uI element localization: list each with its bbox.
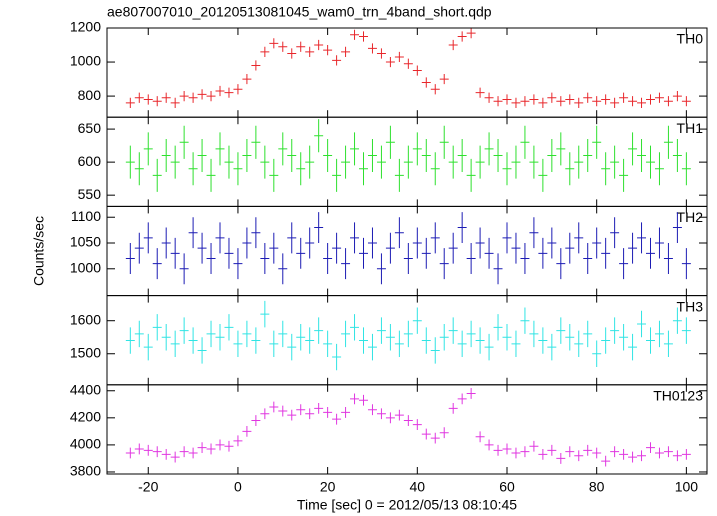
panel-frame [106,384,708,475]
series-label: TH1 [677,120,704,136]
y-tick-label: 4400 [70,381,101,397]
panel-frame [106,27,708,118]
chart-title: ae807007010_20120513081045_wam0_trn_4ban… [107,4,492,20]
y-tick-label: 1500 [70,344,101,360]
y-tick-label: 650 [78,120,102,136]
panel-frame [106,205,708,297]
y-tick-label: 600 [78,153,102,169]
y-tick-label: 1050 [70,234,101,250]
y-tick-label: 800 [78,87,102,103]
x-tick-label: 40 [410,479,426,495]
y-tick-label: 550 [78,186,102,202]
y-tick-label: 1000 [70,53,101,69]
x-tick-label: 0 [234,479,242,495]
y-tick-label: 1000 [70,259,101,275]
series-label: TH0123 [653,388,703,404]
y-tick-label: 4200 [70,409,101,425]
y-tick-label: 3800 [70,463,101,479]
y-tick-label: 4000 [70,436,101,452]
x-tick-label: 20 [320,479,336,495]
series-label: TH0 [677,31,704,47]
x-tick-label: -20 [138,479,158,495]
y-tick-label: 1600 [70,311,101,327]
x-tick-label: 100 [675,479,699,495]
y-tick-label: 1200 [70,19,101,35]
series-label: TH3 [677,298,704,314]
x-tick-label: 60 [499,479,515,495]
series-label: TH2 [677,209,704,225]
x-tick-label: 80 [589,479,605,495]
y-axis-label: Counts/sec [31,216,47,286]
y-tick-label: 1100 [71,208,101,224]
x-axis-label: Time [sec] 0 = 2012/05/13 08:10:45 [297,497,517,513]
